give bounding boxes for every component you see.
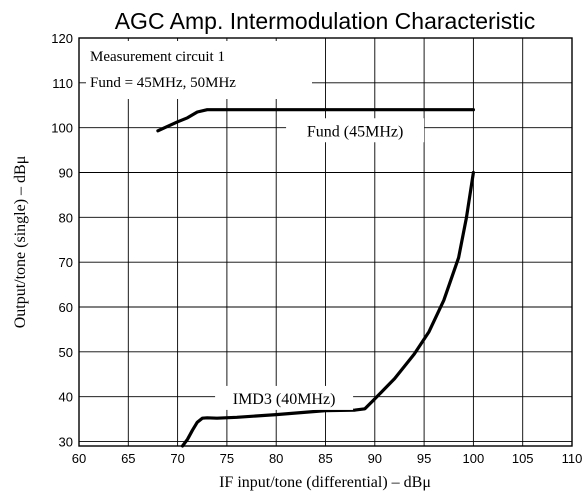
x-tick-label: 105 [512,451,534,466]
series-lines [156,108,475,448]
y-tick-label: 70 [59,255,73,270]
x-tick-label: 110 [562,451,583,466]
y-axis-label: Output/tone (single) – dBμ [12,156,29,329]
x-tick-label: 75 [220,451,234,466]
series-label-imd3-40mhz: IMD3 (40MHz) [215,385,354,410]
measurement-note-line-2: Fund = 45MHz, 50MHz [90,75,236,91]
x-axis-label: IF input/tone (differential) – dBμ [219,474,431,491]
series-label-fund-45mhz: Fund (45MHz) [286,118,425,143]
x-tick-label: 65 [121,451,135,466]
y-tick-label: 50 [59,345,73,360]
y-tick-label: 100 [51,121,73,136]
series-label-background [215,385,354,410]
series-label-text: IMD3 (40MHz) [233,391,336,408]
series-line-imd3-40mhz [180,170,475,448]
plot-frame [78,37,573,447]
x-tick-label: 80 [269,451,283,466]
measurement-note: Measurement circuit 1 Fund = 45MHz, 50MH… [86,41,312,99]
x-tick-label: 70 [170,451,184,466]
y-tick-label: 60 [59,300,73,315]
measurement-note-background [86,41,312,99]
chart-title: AGC Amp. Intermodulation Characteristic [115,8,536,34]
x-tick-label: 60 [72,451,86,466]
grid [79,38,572,446]
x-tick-label: 85 [318,451,332,466]
y-tick-label: 80 [59,210,73,225]
series-label-background [286,118,425,143]
y-tick-label: 30 [59,435,73,450]
measurement-note-line-1: Measurement circuit 1 [90,49,225,65]
y-tick-label: 110 [52,76,73,91]
y-tick-label: 120 [51,31,73,46]
y-tick-label: 90 [59,166,73,181]
x-tick-label: 90 [368,451,382,466]
series-labels: Fund (45MHz) IMD3 (40MHz) [215,118,425,410]
series-line-fund-45mhz [156,108,475,133]
x-tick-label: 100 [463,451,485,466]
x-tick-label: 95 [417,451,431,466]
y-tick-label: 40 [59,390,73,405]
tick-labels: 60 65 70 75 80 85 90 95 100 105 110 30 40 50 60 70 80 90 1… [51,31,582,466]
series-label-text: Fund (45MHz) [307,123,403,140]
